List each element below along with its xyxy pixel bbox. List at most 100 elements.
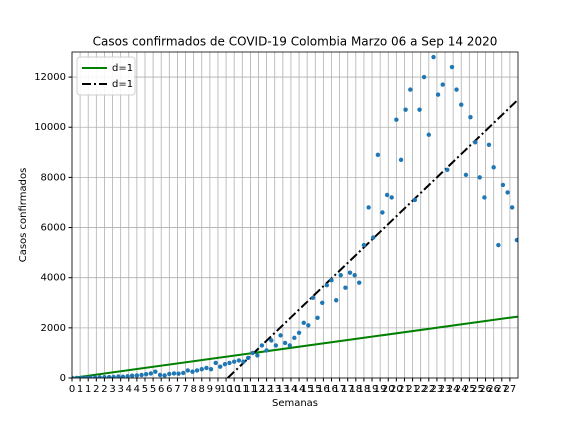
line	[72, 315, 518, 378]
x-tick-label: 17	[341, 384, 354, 395]
point	[208, 367, 214, 372]
legend-label: d=1	[112, 79, 133, 90]
x-tick-label: 25	[471, 384, 484, 395]
x-tick-label: 25	[463, 384, 476, 395]
x-tick-label: 4	[134, 384, 140, 395]
point	[259, 343, 265, 348]
point	[329, 278, 334, 283]
point	[153, 369, 158, 374]
point	[500, 182, 506, 188]
x-tick-label: 19	[374, 384, 387, 395]
point	[357, 280, 362, 285]
x-tick-label: 27	[504, 384, 517, 395]
x-tick-label: 19	[366, 384, 379, 395]
point	[514, 237, 518, 243]
point	[463, 172, 469, 178]
point	[264, 348, 269, 353]
y-tick-label: 2000	[41, 323, 66, 334]
x-tick-label: 21	[406, 384, 419, 395]
point	[92, 375, 98, 378]
point	[278, 333, 283, 338]
point	[72, 375, 75, 378]
point	[171, 371, 177, 376]
point	[292, 335, 297, 341]
x-tick-label: 10	[220, 384, 233, 395]
x-tick-label: 23	[439, 384, 452, 395]
point	[231, 359, 237, 364]
x-tick-label: 21	[398, 384, 411, 395]
point	[199, 367, 204, 372]
x-tick-label: 6	[158, 384, 164, 395]
point	[375, 152, 381, 158]
point	[417, 107, 422, 112]
y-tick-label: 4000	[41, 273, 66, 284]
point	[338, 272, 343, 278]
point	[273, 343, 279, 348]
x-tick-label: 14	[285, 384, 298, 395]
point	[394, 117, 399, 122]
x-tick-label: 15	[301, 384, 314, 395]
x-tick-label: 4	[126, 384, 132, 395]
point	[509, 205, 515, 210]
x-tick-label: 7	[182, 384, 188, 395]
y-tick-label: 8000	[41, 172, 66, 183]
x-tick-label: 3	[109, 384, 115, 395]
x-tick-label: 1	[77, 384, 83, 395]
point	[129, 373, 135, 378]
point	[449, 64, 455, 70]
point	[102, 375, 107, 378]
x-tick-label: 10	[228, 384, 241, 395]
point	[190, 369, 195, 374]
point	[491, 165, 496, 170]
point	[412, 197, 418, 203]
point	[227, 360, 232, 366]
point	[213, 360, 218, 366]
point	[333, 298, 339, 303]
x-tick-label: 18	[349, 384, 362, 395]
y-tick-label: 10000	[34, 122, 66, 133]
x-tick-label: 20	[382, 384, 395, 395]
point	[408, 87, 413, 92]
point	[282, 340, 288, 346]
point	[435, 92, 441, 97]
point	[218, 364, 223, 369]
point	[245, 355, 251, 361]
point	[440, 82, 445, 87]
x-tick-label: 5	[150, 384, 156, 395]
point	[255, 353, 260, 358]
x-axis-label: Semanas	[272, 398, 318, 409]
x-tick-label: 5	[142, 384, 148, 395]
point	[421, 74, 427, 80]
x-tick-label: 14	[293, 384, 306, 395]
y-tick-label: 0	[60, 373, 66, 384]
point	[426, 132, 431, 137]
y-tick-label: 12000	[34, 72, 66, 83]
point	[366, 205, 371, 210]
point	[250, 350, 255, 356]
x-tick-label: 16	[317, 384, 330, 395]
x-tick-label: 22	[422, 384, 435, 395]
point	[459, 102, 464, 107]
point	[477, 175, 482, 180]
x-tick-label: 8	[199, 384, 205, 395]
point	[157, 372, 163, 378]
x-tick-label: 13	[276, 384, 289, 395]
point	[116, 374, 121, 378]
point	[431, 54, 436, 60]
point	[204, 365, 209, 371]
point	[83, 375, 89, 378]
point	[167, 371, 172, 377]
x-tick-label: 9	[207, 384, 213, 395]
point	[143, 372, 149, 377]
point	[472, 140, 478, 145]
chart-title: Casos confirmados de COVID-19 Colombia M…	[93, 35, 498, 49]
plot-frame	[71, 51, 519, 379]
x-tick-label: 26	[487, 384, 500, 395]
point	[287, 343, 293, 348]
point	[380, 210, 385, 215]
legend-label: d=1	[112, 63, 133, 74]
point	[125, 374, 130, 378]
point	[389, 195, 394, 200]
point	[176, 371, 181, 376]
point	[496, 242, 501, 248]
